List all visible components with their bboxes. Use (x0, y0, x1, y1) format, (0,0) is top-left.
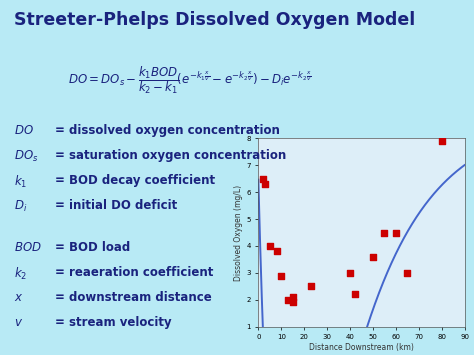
Point (289, 300, 297, 305)
Point (273, 248, 281, 254)
Text: = saturation oxygen concentration: = saturation oxygen concentration (55, 149, 286, 162)
Text: $\mathit{DO} = \mathit{DO}_s - \dfrac{k_1\mathit{BOD}}{k_2 - k_1}\!\left(e^{-k_1: $\mathit{DO} = \mathit{DO}_s - \dfrac{k_… (68, 64, 311, 96)
Point (289, 294, 297, 300)
Text: = stream velocity: = stream velocity (55, 316, 171, 329)
Point (346, 270, 354, 276)
Point (392, 230, 400, 235)
Point (259, 176, 267, 182)
Point (284, 297, 292, 302)
Text: = reaeration coefficient: = reaeration coefficient (55, 266, 213, 279)
Text: $x$: $x$ (14, 291, 24, 304)
Text: $v$: $v$ (14, 316, 23, 329)
X-axis label: Distance Downstream (km): Distance Downstream (km) (309, 343, 414, 352)
Text: $D_i$: $D_i$ (14, 199, 27, 214)
Text: $\mathit{DO}_s$: $\mathit{DO}_s$ (14, 149, 39, 164)
Text: $\mathit{DO}$: $\mathit{DO}$ (14, 124, 34, 137)
Text: = BOD decay coefficient: = BOD decay coefficient (55, 174, 215, 187)
Point (266, 243, 273, 249)
Text: = initial DO deficit: = initial DO deficit (55, 199, 177, 212)
Point (277, 273, 285, 278)
Point (262, 181, 269, 187)
Point (403, 270, 411, 276)
Text: $\mathit{BOD}$: $\mathit{BOD}$ (14, 241, 42, 255)
Text: = BOD load: = BOD load (55, 241, 130, 255)
Y-axis label: Dissolved Oxygen (mg/L): Dissolved Oxygen (mg/L) (235, 185, 244, 280)
Point (438, 138, 446, 144)
Point (351, 291, 358, 297)
Point (369, 254, 377, 260)
Text: = dissolved oxygen concentration: = dissolved oxygen concentration (55, 124, 279, 137)
Point (307, 283, 315, 289)
Text: Streeter-Phelps Dissolved Oxygen Model: Streeter-Phelps Dissolved Oxygen Model (14, 11, 416, 29)
Text: = downstream distance: = downstream distance (55, 291, 211, 304)
Text: $k_1$: $k_1$ (14, 174, 27, 190)
Text: $k_2$: $k_2$ (14, 266, 27, 282)
Point (381, 230, 388, 235)
